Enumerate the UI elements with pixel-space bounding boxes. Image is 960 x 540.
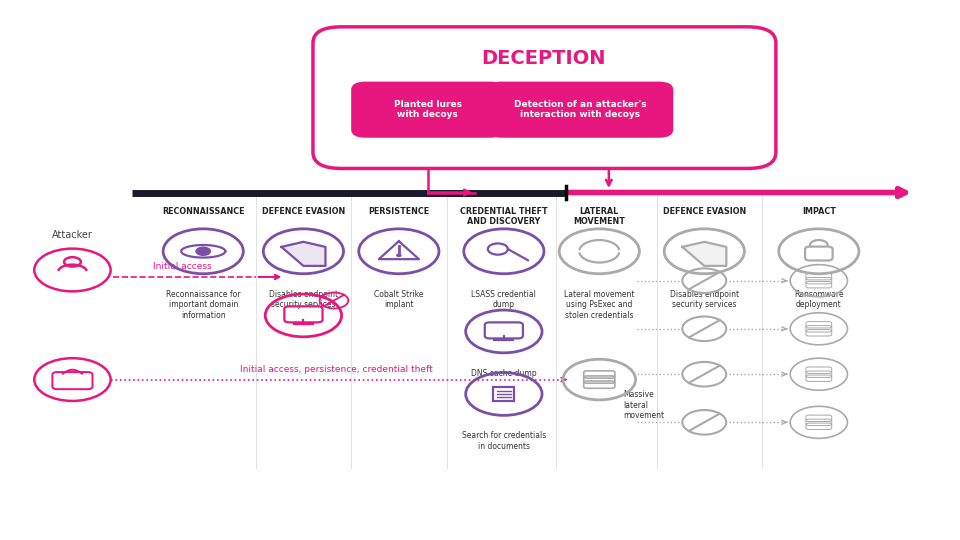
Text: Initial access: Initial access (153, 262, 211, 271)
Text: Attacker: Attacker (52, 230, 93, 240)
Text: PERSISTENCE: PERSISTENCE (369, 207, 429, 216)
Text: Massive
lateral
movement: Massive lateral movement (623, 390, 664, 420)
Text: RECONNAISSANCE: RECONNAISSANCE (162, 207, 245, 216)
Text: Reconnaissance for
important domain
information: Reconnaissance for important domain info… (166, 290, 240, 320)
Text: LATERAL
MOVEMENT: LATERAL MOVEMENT (573, 207, 625, 226)
Text: LSASS credential
dump: LSASS credential dump (471, 290, 537, 309)
Text: Planted lures
with decoys: Planted lures with decoys (394, 100, 462, 119)
Text: IMPACT: IMPACT (802, 207, 836, 216)
Text: DNS cache dump: DNS cache dump (471, 369, 537, 378)
Text: Cobalt Strike
implant: Cobalt Strike implant (374, 290, 423, 309)
Polygon shape (683, 242, 727, 266)
Text: Detection of an attacker's
interaction with decoys: Detection of an attacker's interaction w… (514, 100, 646, 119)
Circle shape (396, 254, 401, 256)
FancyBboxPatch shape (351, 82, 504, 138)
Text: CREDENTIAL THEFT
AND DISCOVERY: CREDENTIAL THEFT AND DISCOVERY (460, 207, 547, 226)
FancyBboxPatch shape (313, 27, 776, 168)
Text: Search for credentials
in documents: Search for credentials in documents (462, 431, 546, 451)
Text: Ransomware
deployment: Ransomware deployment (794, 290, 844, 309)
Text: DEFENCE EVASION: DEFENCE EVASION (262, 207, 345, 216)
Text: Initial access, persistence, credential theft: Initial access, persistence, credential … (240, 365, 433, 374)
Text: Lateral movement
using PsExec and
stolen credentials: Lateral movement using PsExec and stolen… (564, 290, 635, 320)
Text: DEFENCE EVASION: DEFENCE EVASION (662, 207, 746, 216)
Text: Disables endpoint
security services: Disables endpoint security services (269, 290, 338, 309)
Polygon shape (281, 242, 325, 266)
FancyBboxPatch shape (487, 82, 673, 138)
Circle shape (196, 247, 210, 255)
Text: Disables endpoint
security services: Disables endpoint security services (670, 290, 739, 309)
Text: DECEPTION: DECEPTION (482, 49, 606, 69)
